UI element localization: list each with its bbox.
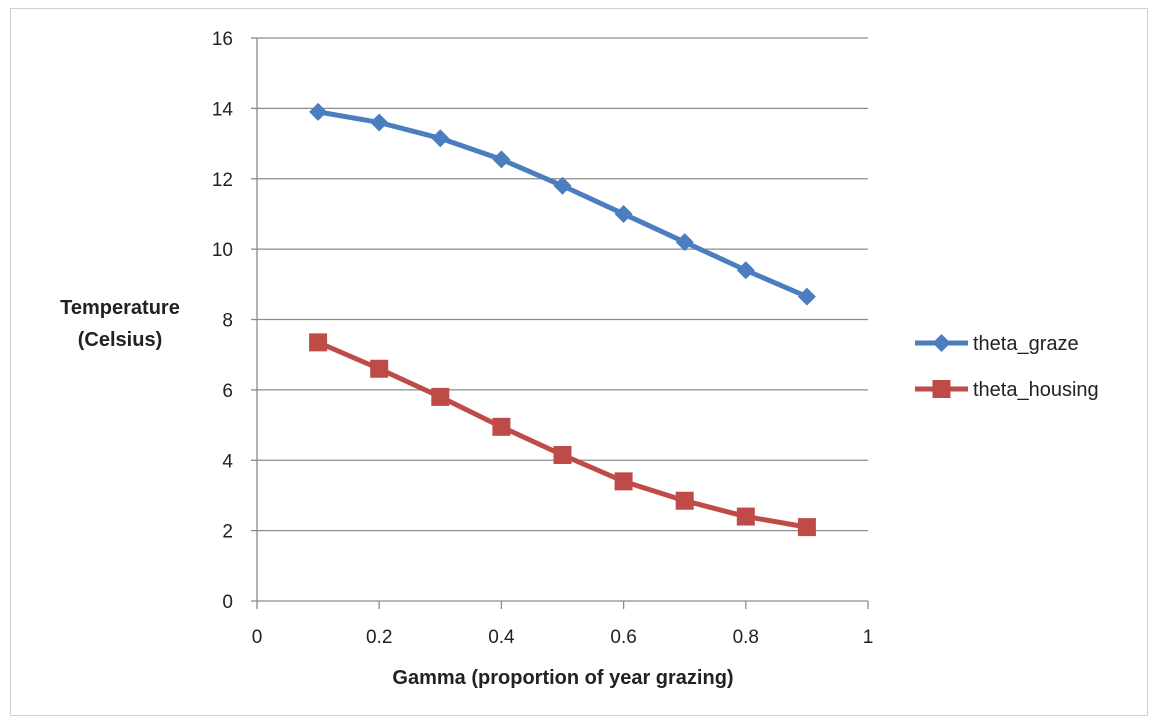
y-tick-label: 12 [212,170,233,191]
data-point [675,233,694,252]
x-tick-label: 0.4 [488,627,515,648]
legend-item: theta_housing [915,379,1099,401]
x-tick-label: 1 [863,627,874,648]
data-point [614,204,633,223]
axes [251,37,869,609]
data-point [797,287,816,306]
x-tick-label: 0 [252,627,263,648]
y-tick-label: 10 [212,240,233,261]
data-point [309,333,328,352]
y-tick-label: 0 [222,592,233,613]
y-tick-label: 8 [222,311,233,332]
y-tick-label: 6 [222,381,233,402]
data-point [675,491,694,510]
chart-frame [10,8,1148,716]
data-point [736,261,755,280]
x-tick-label: 0.2 [366,627,392,648]
y-tick-label: 14 [212,99,234,120]
x-axis-title: Gamma (proportion of year grazing) [392,667,733,689]
y-tick-label: 4 [222,451,233,472]
y-tick-labels: 0 2 4 6 8 10 12 14 16 [212,29,234,613]
series-line [315,109,810,300]
y-tick-label: 2 [222,522,233,543]
legend-item: theta_graze [915,333,1079,355]
x-tick-label: 0.8 [733,627,759,648]
y-axis-title-line-2: (Celsius) [78,329,162,351]
y-axis-title-line-1: Temperature [60,297,180,319]
data-point [431,387,450,406]
data-point [309,102,328,121]
data-point [736,507,755,526]
legend-label: theta_housing [973,379,1099,401]
y-tick-label: 16 [212,29,233,50]
data-point [614,472,633,491]
data-point [553,176,572,195]
legend-marker [932,334,951,352]
series-theta_housing [309,333,816,537]
legend-label: theta_graze [973,333,1079,355]
data-point [431,129,450,148]
data-point [492,417,511,436]
data-point [553,445,572,464]
x-tick-label: 0.6 [610,627,636,648]
data-point [370,113,389,132]
data-point [797,518,816,537]
x-tick-labels: 0 0.2 0.4 0.6 0.8 1 [252,627,874,648]
legend-marker [932,380,951,398]
series-lines [309,102,816,537]
data-point [370,359,389,378]
data-point [492,150,511,169]
series-line [315,339,810,530]
series-theta_graze [309,102,816,306]
legend: theta_graze theta_housing [915,333,1099,401]
